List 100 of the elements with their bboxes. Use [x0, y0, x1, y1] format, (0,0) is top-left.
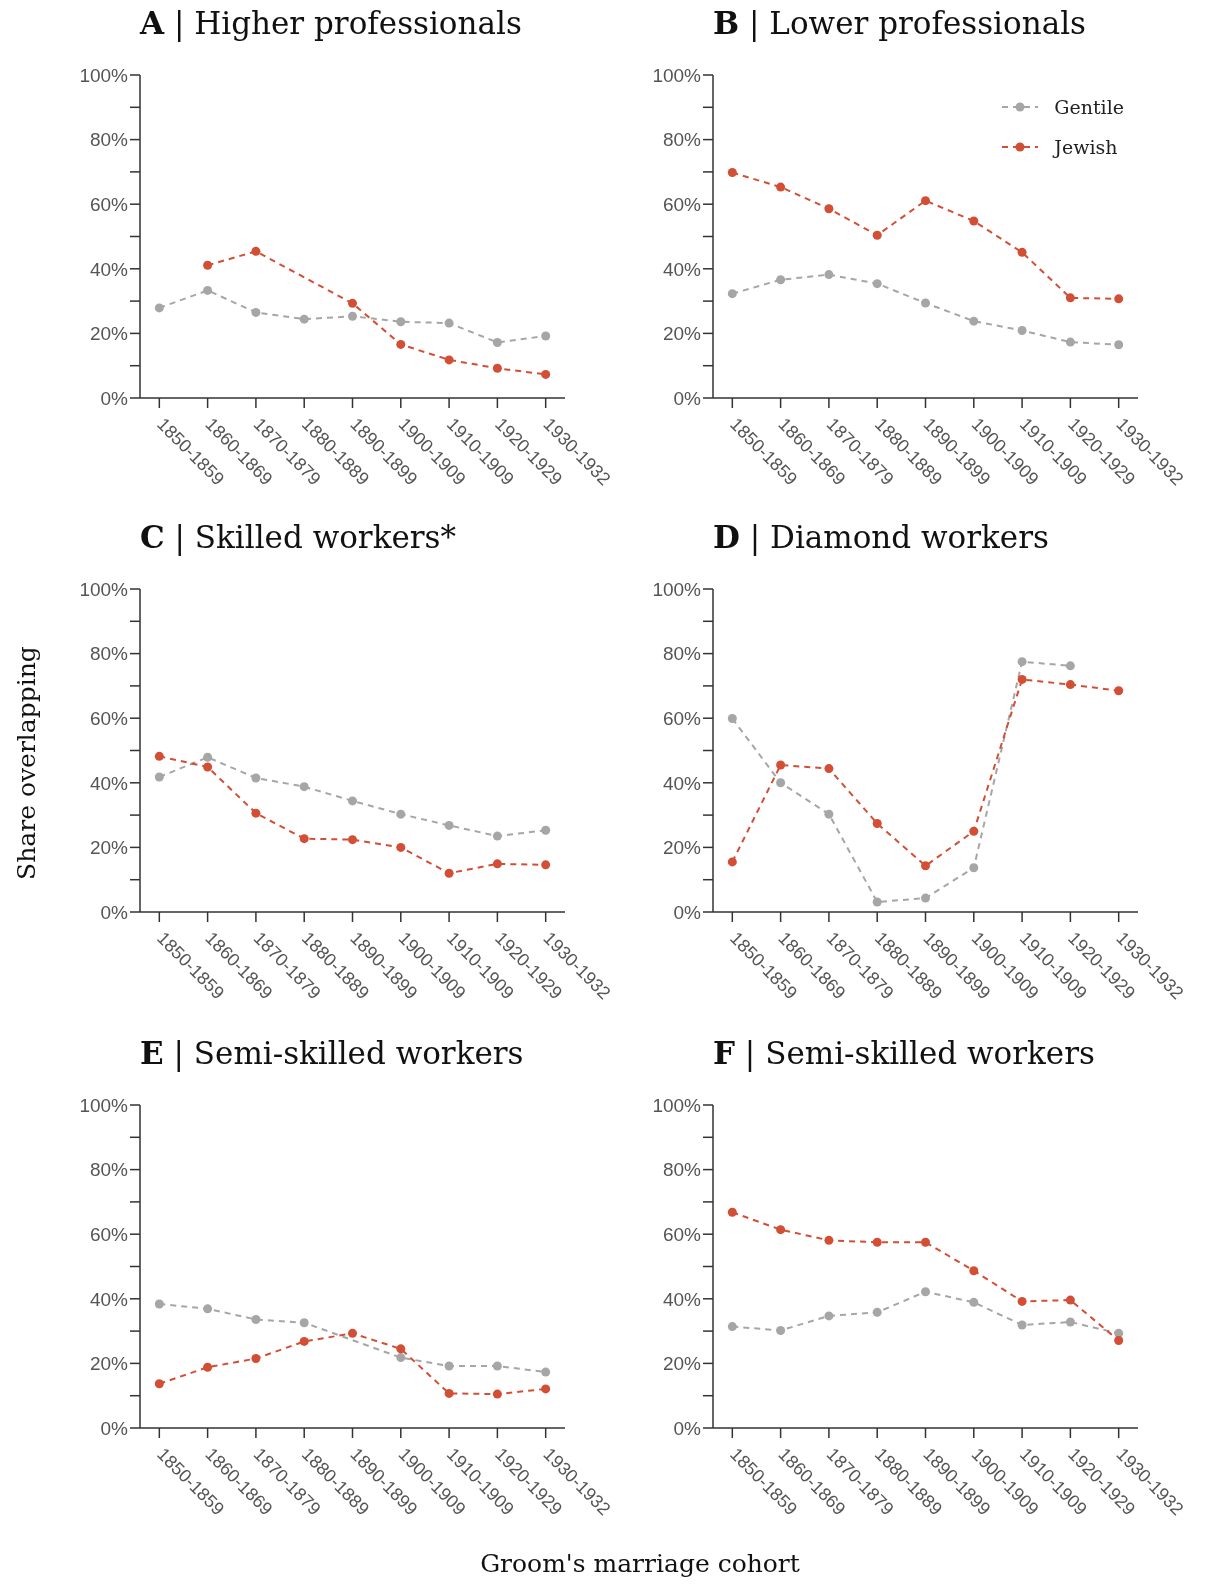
- y-tick-label: 40%: [662, 1288, 702, 1310]
- y-tick-label: 60%: [89, 193, 129, 215]
- y-tick-label: 80%: [89, 1159, 129, 1181]
- point: [299, 834, 309, 844]
- point: [872, 230, 882, 240]
- point: [727, 168, 737, 178]
- y-tick-label: 60%: [662, 193, 702, 215]
- point: [251, 1314, 261, 1324]
- point: [727, 857, 737, 867]
- point: [492, 1389, 502, 1399]
- point: [299, 782, 309, 792]
- point: [872, 897, 882, 907]
- point: [727, 289, 737, 299]
- point: [1017, 247, 1027, 257]
- point: [872, 1237, 882, 1247]
- point: [299, 1336, 309, 1346]
- y-tick-label: 0%: [100, 387, 129, 409]
- y-tick-label: 0%: [673, 387, 702, 409]
- point: [1065, 337, 1075, 347]
- point: [492, 363, 502, 373]
- point: [727, 714, 737, 724]
- point: [1065, 293, 1075, 303]
- y-tick-label: 0%: [673, 901, 702, 923]
- point: [1017, 657, 1027, 667]
- legend-label: Gentile: [1054, 96, 1124, 118]
- point: [1065, 661, 1075, 671]
- point: [396, 842, 406, 852]
- y-tick-label: 40%: [89, 1288, 129, 1310]
- point: [921, 196, 930, 206]
- point: [1114, 340, 1124, 350]
- point: [396, 1344, 406, 1354]
- point: [154, 303, 164, 313]
- y-tick-label: 80%: [662, 643, 702, 665]
- point: [396, 317, 406, 327]
- point: [154, 751, 164, 761]
- y-tick-label: 100%: [652, 1094, 702, 1116]
- point: [444, 820, 454, 830]
- point: [154, 1379, 164, 1389]
- point: [251, 773, 261, 783]
- point: [299, 1318, 309, 1328]
- y-tick-label: 100%: [652, 64, 702, 86]
- y-tick-label: 40%: [662, 772, 702, 794]
- point: [348, 796, 357, 806]
- y-tick-label: 40%: [662, 258, 702, 280]
- point: [969, 826, 979, 836]
- point: [776, 760, 786, 770]
- point: [969, 1266, 979, 1276]
- point: [541, 331, 551, 341]
- point: [824, 204, 834, 214]
- point: [921, 1237, 930, 1247]
- point: [396, 339, 406, 349]
- y-tick-label: 20%: [89, 837, 129, 859]
- point: [251, 1354, 261, 1364]
- point: [396, 809, 406, 819]
- point: [1017, 674, 1027, 684]
- point: [824, 809, 834, 819]
- point: [872, 1307, 882, 1317]
- y-tick-label: 40%: [89, 258, 129, 280]
- point: [872, 819, 882, 828]
- point: [1114, 686, 1124, 696]
- y-tick-label: 0%: [100, 901, 129, 923]
- y-axis-title: Share overlapping: [11, 646, 41, 880]
- point: [727, 1207, 737, 1217]
- y-tick-label: 80%: [662, 129, 702, 151]
- point: [203, 1362, 213, 1372]
- point: [251, 808, 261, 818]
- y-tick-label: 0%: [100, 1417, 129, 1439]
- point: [444, 318, 454, 328]
- chart-title: B | Lower professionals: [713, 5, 1086, 41]
- y-tick-label: 100%: [79, 578, 129, 600]
- point: [154, 1299, 164, 1309]
- point: [1114, 294, 1124, 304]
- point: [203, 752, 213, 762]
- y-tick-label: 60%: [89, 1223, 129, 1245]
- point: [776, 1225, 786, 1235]
- point: [969, 1297, 979, 1307]
- point: [444, 1388, 454, 1398]
- y-tick-label: 60%: [662, 707, 702, 729]
- point: [969, 316, 979, 326]
- chart-title: E | Semi-skilled workers: [140, 1035, 524, 1071]
- point: [492, 859, 502, 869]
- point: [776, 1325, 786, 1335]
- point: [1017, 1320, 1027, 1330]
- point: [1017, 325, 1027, 335]
- point: [299, 314, 309, 324]
- y-tick-label: 80%: [89, 129, 129, 151]
- y-tick-label: 100%: [652, 578, 702, 600]
- point: [541, 825, 551, 835]
- y-tick-label: 20%: [662, 323, 702, 345]
- point: [969, 863, 979, 873]
- point: [1065, 1295, 1075, 1305]
- x-axis-title: Groom's marriage cohort: [480, 1548, 800, 1578]
- y-tick-label: 100%: [79, 1094, 129, 1116]
- point: [541, 1367, 551, 1377]
- y-tick-label: 20%: [89, 323, 129, 345]
- y-tick-label: 20%: [662, 837, 702, 859]
- point: [824, 1235, 834, 1245]
- point: [251, 307, 261, 317]
- chart-title: F | Semi-skilled workers: [713, 1035, 1095, 1071]
- point: [348, 1328, 357, 1338]
